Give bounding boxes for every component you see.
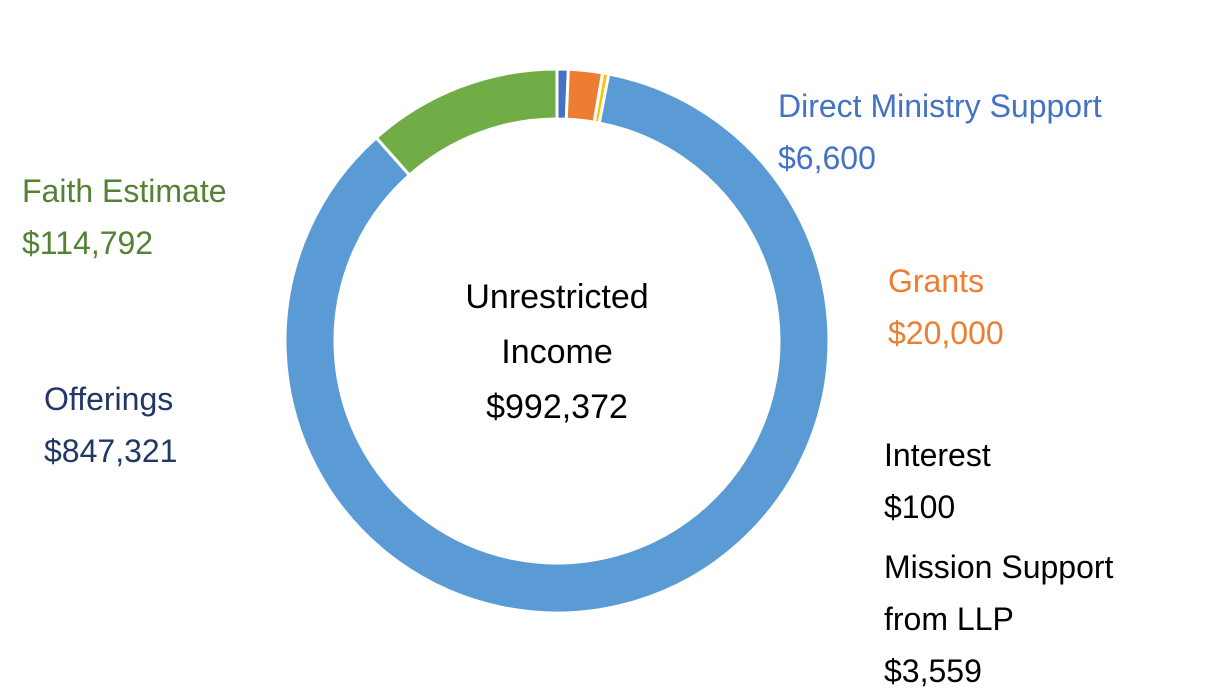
label-name: Direct Ministry Support: [778, 88, 1102, 124]
donut-segment: [283, 72, 831, 615]
label-value: $3,559: [884, 653, 982, 689]
label-name: Mission Support from LLP: [884, 549, 1114, 637]
data-label: Grants $20,000: [888, 255, 1188, 359]
data-label: Faith Estimate $114,792: [22, 165, 322, 269]
label-value: $6,600: [778, 140, 876, 176]
data-label: Interest $100: [884, 429, 1184, 533]
center-text: Unrestricted Income $992,372: [417, 270, 697, 435]
label-value: $847,321: [44, 433, 178, 469]
label-name: Grants: [888, 263, 985, 299]
label-name: Offerings: [44, 381, 174, 417]
donut-segment: [374, 67, 559, 178]
label-value: $100: [884, 489, 956, 525]
center-label: Unrestricted Income: [465, 278, 649, 371]
label-name: Interest: [884, 437, 991, 473]
data-label: Direct Ministry Support $6,600: [778, 80, 1198, 184]
data-label: Mission Support from LLP $3,559: [884, 541, 1166, 697]
label-value: $20,000: [888, 315, 1004, 351]
label-value: $114,792: [22, 225, 154, 261]
label-name: Faith Estimate: [22, 173, 227, 209]
center-value: $992,372: [486, 388, 628, 426]
data-label: Offerings $847,321: [44, 373, 344, 477]
